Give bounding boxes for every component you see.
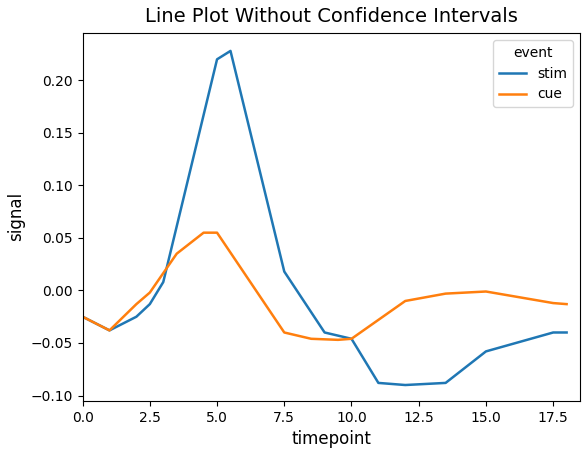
stim bbox=[106, 328, 113, 333]
stim bbox=[348, 336, 355, 342]
stim bbox=[133, 314, 140, 319]
stim bbox=[281, 269, 288, 274]
stim bbox=[483, 349, 490, 354]
stim bbox=[402, 382, 409, 388]
cue bbox=[173, 251, 180, 257]
stim bbox=[214, 56, 221, 62]
cue bbox=[106, 328, 113, 333]
stim bbox=[442, 380, 449, 386]
cue bbox=[442, 291, 449, 296]
stim bbox=[375, 380, 382, 386]
cue bbox=[402, 298, 409, 303]
cue bbox=[348, 336, 355, 342]
X-axis label: timepoint: timepoint bbox=[291, 430, 371, 448]
cue bbox=[214, 230, 221, 235]
cue bbox=[281, 330, 288, 335]
cue bbox=[79, 314, 86, 319]
cue bbox=[335, 337, 342, 343]
cue bbox=[200, 230, 207, 235]
stim bbox=[563, 330, 570, 335]
cue bbox=[146, 290, 153, 295]
stim bbox=[549, 330, 556, 335]
Title: Line Plot Without Confidence Intervals: Line Plot Without Confidence Intervals bbox=[145, 7, 518, 26]
Line: cue: cue bbox=[83, 233, 566, 340]
stim bbox=[160, 279, 167, 285]
cue bbox=[133, 301, 140, 307]
cue bbox=[308, 336, 315, 342]
cue bbox=[483, 289, 490, 294]
Line: stim: stim bbox=[83, 51, 566, 385]
Legend: stim, cue: stim, cue bbox=[493, 40, 573, 107]
stim bbox=[227, 48, 234, 54]
Y-axis label: signal: signal bbox=[7, 192, 25, 242]
stim bbox=[79, 314, 86, 319]
cue bbox=[563, 301, 570, 307]
cue bbox=[549, 300, 556, 306]
stim bbox=[146, 301, 153, 307]
stim bbox=[321, 330, 328, 335]
